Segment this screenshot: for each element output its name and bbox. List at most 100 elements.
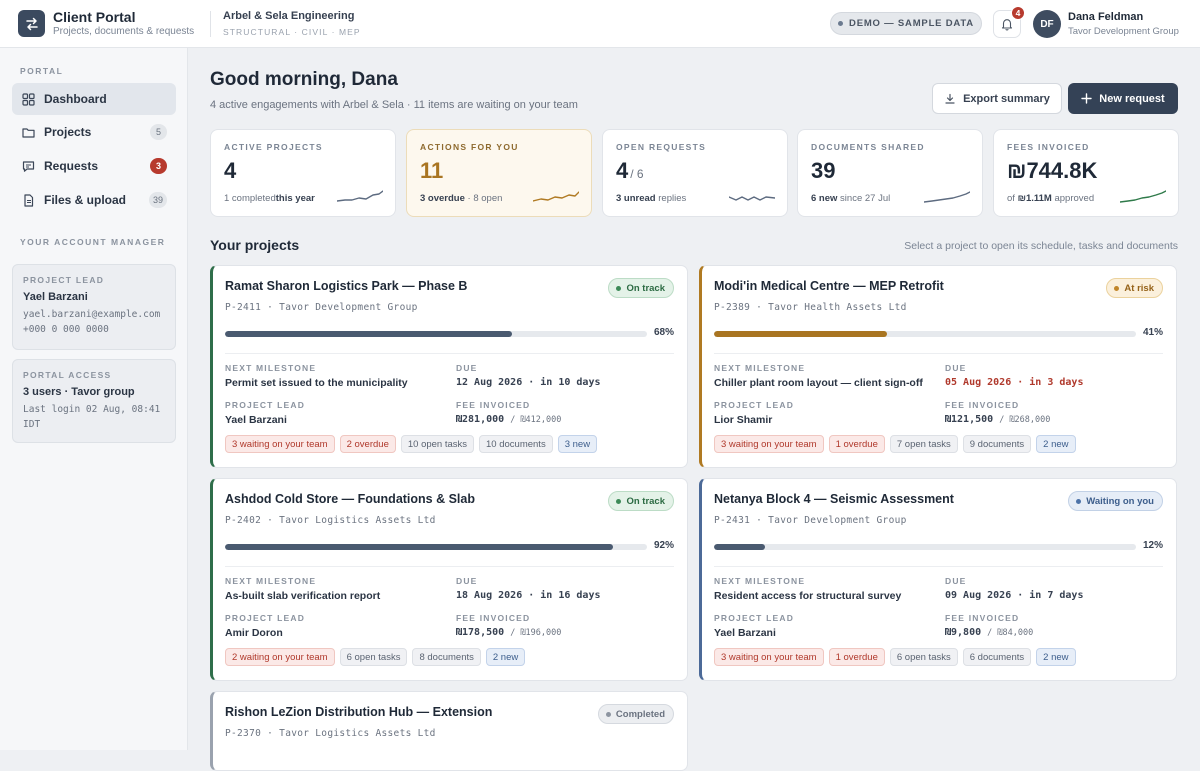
- due-value: 18 Aug 2026 · in 16 days: [456, 590, 601, 601]
- progress-percent: 68%: [653, 327, 674, 338]
- lead-name: Yael Barzani: [23, 291, 88, 303]
- download-icon: [945, 93, 955, 104]
- tag[interactable]: 3 waiting on your team: [225, 435, 335, 453]
- tag[interactable]: 10 open tasks: [400, 435, 475, 453]
- firm-name: Arbel & Sela Engineering: [223, 10, 355, 22]
- sidebar-item-label: Projects: [44, 125, 92, 139]
- dot-icon: [838, 21, 844, 26]
- milestone-value: Resident access for structural survey: [714, 590, 902, 602]
- stat-note: 6 new since 27 Jul: [811, 193, 890, 204]
- field-label: FEE INVOICED: [945, 613, 1020, 623]
- stat-card[interactable]: DOCUMENTS SHARED 39 6 new since 27 Jul: [797, 129, 983, 217]
- project-title[interactable]: Netanya Block 4 — Seismic Assessment: [714, 492, 954, 506]
- notification-count: 4: [1011, 6, 1025, 20]
- fee-amount: ₪281,000: [456, 414, 505, 425]
- lead-email[interactable]: yael.barzani@example.com: [23, 309, 161, 320]
- stat-card[interactable]: ACTIONS FOR YOU 11 3 overdue · 8 open: [406, 129, 592, 217]
- user-name[interactable]: Dana Feldman: [1068, 11, 1144, 23]
- milestone-value: As-built slab verification report: [225, 590, 381, 602]
- sidebar-item-files[interactable]: Files & upload 39: [12, 184, 176, 216]
- fee-total: / ₪412,000: [510, 415, 562, 425]
- tag[interactable]: 1 overdue: [828, 435, 885, 453]
- tag[interactable]: 6 documents: [962, 648, 1032, 666]
- note-bold: 3 overdue: [420, 193, 465, 204]
- tag[interactable]: 2 new: [485, 648, 526, 666]
- field-label: FEE INVOICED: [456, 400, 531, 410]
- button-label: Export summary: [963, 92, 1050, 105]
- app-logo[interactable]: [18, 10, 45, 37]
- status-badge: On track: [608, 278, 674, 298]
- tag[interactable]: 6 open tasks: [889, 648, 958, 666]
- field-label: NEXT MILESTONE: [714, 576, 806, 586]
- status-label: On track: [626, 495, 665, 507]
- status-dot-icon: [616, 498, 622, 504]
- sidebar-heading-manager: YOUR ACCOUNT MANAGER: [20, 237, 166, 247]
- project-title[interactable]: Rishon LeZion Distribution Hub — Extensi…: [225, 705, 493, 719]
- field-label: NEXT MILESTONE: [225, 363, 317, 373]
- stat-card[interactable]: ACTIVE PROJECTS 4 1 completedthis year: [210, 129, 396, 217]
- field-label: FEE INVOICED: [456, 613, 531, 623]
- tag[interactable]: 10 documents: [479, 435, 553, 453]
- sparkline-icon: [1120, 190, 1166, 203]
- project-card[interactable]: Netanya Block 4 — Seismic Assessment P-2…: [699, 478, 1177, 681]
- field-label: NEXT MILESTONE: [225, 576, 317, 586]
- milestone-value: Permit set issued to the municipality: [225, 377, 408, 389]
- sidebar-item-dashboard[interactable]: Dashboard: [12, 83, 176, 115]
- status-label: On track: [626, 282, 665, 294]
- sidebar-item-projects[interactable]: Projects 5: [12, 116, 176, 148]
- progress-percent: 92%: [653, 540, 674, 551]
- project-card[interactable]: Ashdod Cold Store — Foundations & Slab P…: [210, 478, 688, 681]
- milestone-value: Chiller plant room layout — client sign-…: [714, 377, 923, 389]
- project-title[interactable]: Ramat Sharon Logistics Park — Phase B: [225, 279, 468, 293]
- sidebar-item-label: Files & upload: [44, 193, 127, 207]
- fee-amount: ₪121,500: [945, 414, 994, 425]
- stat-number: 4: [616, 158, 629, 183]
- portal-access-card: PORTAL ACCESS 3 users · Tavor group Last…: [12, 359, 176, 443]
- stat-card[interactable]: OPEN REQUESTS 4/ 6 3 unread replies: [602, 129, 788, 217]
- status-badge: On track: [608, 491, 674, 511]
- tag[interactable]: 2 new: [1036, 648, 1076, 666]
- tag[interactable]: 3 new: [557, 435, 598, 453]
- tag[interactable]: 2 overdue: [339, 435, 396, 453]
- avatar[interactable]: DF: [1033, 10, 1061, 38]
- last-login-tz: IDT: [23, 419, 41, 430]
- project-card[interactable]: Rishon LeZion Distribution Hub — Extensi…: [210, 691, 688, 771]
- tag[interactable]: 7 open tasks: [889, 435, 958, 453]
- stat-label: DOCUMENTS SHARED: [811, 142, 925, 152]
- demo-badge: DEMO — SAMPLE DATA: [830, 12, 982, 35]
- project-title[interactable]: Ashdod Cold Store — Foundations & Slab: [225, 492, 475, 506]
- export-summary-button[interactable]: Export summary: [932, 83, 1062, 114]
- sidebar-item-label: Requests: [44, 159, 99, 173]
- status-dot-icon: [1076, 498, 1082, 504]
- status-badge: Waiting on you: [1068, 491, 1163, 511]
- tag[interactable]: 6 open tasks: [339, 648, 408, 666]
- sparkline-icon: [729, 196, 775, 201]
- progress-percent: 12%: [1142, 540, 1163, 551]
- sidebar-heading-portal: PORTAL: [20, 66, 64, 76]
- lead-phone[interactable]: +000 0 000 0000: [23, 324, 109, 335]
- field-label: FEE INVOICED: [945, 400, 1020, 410]
- stat-card[interactable]: FEES INVOICED ₪744.8K of ₪1.11M approved: [993, 129, 1179, 217]
- project-title[interactable]: Modi'in Medical Centre — MEP Retrofit: [714, 279, 944, 293]
- section-hint: Select a project to open its schedule, t…: [904, 240, 1178, 252]
- tag[interactable]: 1 overdue: [828, 648, 885, 666]
- new-request-button[interactable]: New request: [1068, 83, 1178, 114]
- fee-value: ₪178,500 / ₪196,000: [456, 627, 561, 638]
- tag[interactable]: 3 waiting on your team: [714, 648, 824, 666]
- stat-number: 4: [224, 158, 237, 183]
- app-title: Client Portal: [53, 9, 136, 25]
- tag-list: 3 waiting on your team 2 overdue 10 open t…: [225, 435, 598, 453]
- status-label: At risk: [1124, 282, 1154, 294]
- project-code: P-2370 · Tavor Logistics Assets Ltd: [225, 728, 436, 739]
- project-card[interactable]: Ramat Sharon Logistics Park — Phase B P-…: [210, 265, 688, 468]
- project-card[interactable]: Modi'in Medical Centre — MEP Retrofit P-…: [699, 265, 1177, 468]
- tag[interactable]: 9 documents: [962, 435, 1032, 453]
- divider: [210, 11, 211, 37]
- tag[interactable]: 2 waiting on your team: [225, 648, 335, 666]
- sidebar-item-requests[interactable]: Requests 3: [12, 150, 176, 182]
- tag[interactable]: 8 documents: [412, 648, 481, 666]
- tag[interactable]: 2 new: [1036, 435, 1076, 453]
- project-code: P-2389 · Tavor Health Assets Ltd: [714, 302, 907, 313]
- note-post: since 27 Jul: [837, 193, 891, 204]
- tag[interactable]: 3 waiting on your team: [714, 435, 824, 453]
